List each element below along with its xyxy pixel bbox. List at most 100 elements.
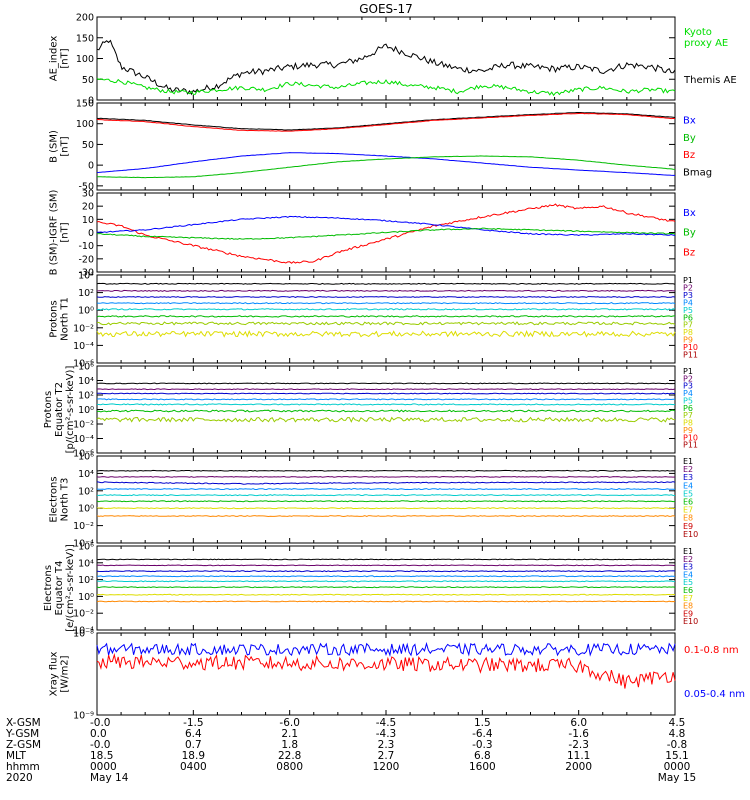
y-tick-label: 20	[82, 202, 94, 213]
footer-value: -2.3	[568, 739, 589, 751]
series-line-pt2-3	[96, 392, 676, 395]
series-line-bsm-1	[96, 112, 676, 131]
y-tick-label: 10⁻⁴	[73, 626, 94, 637]
footer-value: 0000	[664, 761, 691, 773]
panel-bdiff: -30 -20 -10 0 10 20 30 B (SM)-IGRF (SM) [nT] Bx By…	[49, 189, 696, 279]
series-line-bsm-2	[96, 112, 676, 132]
footer-value: 1.8	[281, 739, 298, 751]
legend-entry: P9	[683, 426, 693, 435]
y-tick-label: 10⁰	[78, 504, 94, 515]
legend-entry: Kyoto	[684, 27, 712, 38]
y-axis-label: [p/(cm²-s-sr-keV)]	[65, 366, 76, 454]
legend-entry: E4	[683, 570, 693, 579]
legend-entry: E5	[683, 489, 693, 498]
panel-frame	[96, 365, 676, 454]
y-tick-label: 0	[88, 96, 94, 107]
legend-entry: P1	[683, 276, 693, 285]
legend-entry: E4	[683, 481, 693, 490]
series-line-pt1-3	[96, 296, 676, 298]
series-line-et4-1	[96, 558, 676, 561]
footer-value: 15.1	[665, 750, 688, 762]
panel-pt2: 10⁻⁶ 10⁻⁴ 10⁻² 10⁰ 10² 10⁴ 10⁶ Protons Equator T…	[43, 362, 698, 460]
legend-entry: By	[683, 133, 696, 144]
series-line-pt1-2	[96, 289, 676, 292]
series-line-et4-2	[96, 564, 676, 567]
footer-value: 2.3	[378, 739, 395, 751]
y-tick-label: 50	[82, 75, 94, 86]
series-line-pt1-5	[96, 308, 676, 311]
series-line-pt2-1	[96, 382, 676, 385]
series-line-pt2-6	[96, 409, 676, 413]
series-line-pt1-8	[96, 330, 676, 338]
footer-row-label: 2020	[6, 772, 33, 784]
series-line-pt2-5	[96, 403, 676, 406]
panel-frame	[96, 274, 676, 364]
legend-entry: P3	[683, 382, 693, 391]
series-line-bdiff-2	[97, 215, 676, 237]
legend-entry: E2	[683, 465, 693, 474]
y-tick-label: 10⁻²	[73, 609, 94, 620]
panel-frame	[96, 455, 676, 544]
footer-value: 2.7	[378, 750, 395, 762]
footer-value: -0.0	[90, 739, 111, 751]
y-tick-label: 10⁶	[78, 452, 94, 463]
legend-entry: By	[683, 228, 696, 239]
footer-value: 0400	[180, 761, 207, 773]
footer-row-label: MLT	[6, 750, 26, 762]
y-tick-label: 10⁴	[78, 376, 94, 387]
footer-value: 0.7	[185, 739, 202, 751]
y-tick-label: 10⁰	[78, 405, 94, 416]
y-tick-label: 10⁴	[78, 271, 94, 282]
footer-value: 1.5	[474, 717, 491, 729]
footer-value: -6.0	[279, 717, 300, 729]
legend-entry: 0.1-0.8 nm	[684, 645, 739, 656]
legend-entry: E8	[683, 602, 693, 611]
series-line-et4-6	[96, 586, 676, 589]
panel-pt1: 10⁻⁶ 10⁻⁴ 10⁻² 10⁰ 10² 10⁴ Protons North T1 P1P2…	[49, 271, 699, 370]
y-axis-label: Equator T2	[54, 382, 65, 437]
y-tick-label: -30	[78, 268, 94, 279]
y-tick-label: 50	[82, 140, 94, 151]
series-line-pt2-2	[96, 388, 676, 391]
footer-value: -4.5	[376, 717, 397, 729]
series-line-pt2-4	[96, 398, 676, 401]
footer-value: 0.0	[90, 728, 107, 740]
legend-entry: P4	[683, 298, 693, 307]
footer-value: May 15	[658, 772, 696, 784]
footer-value: 6.4	[185, 728, 202, 740]
legend-entry: P5	[683, 306, 693, 315]
y-tick-label: 10⁻²	[73, 521, 94, 532]
legend-entry: proxy AE	[684, 38, 728, 49]
legend-entry: P4	[683, 389, 693, 398]
footer-value: 0000	[90, 761, 117, 773]
series-line-et3-8	[96, 515, 676, 518]
y-axis-label: Protons	[49, 300, 60, 337]
footer-value: 2.1	[281, 728, 298, 740]
y-tick-label: 10⁰	[78, 306, 94, 317]
legend-entry: P7	[683, 321, 693, 330]
series-line-pt1-1	[96, 282, 676, 285]
legend-entry: Bx	[683, 208, 696, 219]
series-line-et3-1	[96, 469, 676, 472]
legend-entry: E10	[683, 530, 698, 539]
series-line-xray-1	[96, 641, 676, 658]
legend-entry: Bx	[683, 115, 696, 126]
legend-entry: P10	[683, 433, 698, 442]
legend-entry: P2	[683, 283, 693, 292]
legend-entry: E3	[683, 563, 693, 572]
footer-value: -4.3	[376, 728, 397, 740]
legend-entry: E3	[683, 473, 693, 482]
footer-row-label: X-GSM	[6, 717, 41, 729]
legend-entry: P5	[683, 396, 693, 405]
legend-entry: E7	[683, 506, 693, 515]
legend-entry: E9	[683, 522, 693, 531]
footer-value: 1600	[469, 761, 496, 773]
legend-entry: E2	[683, 555, 693, 564]
legend-entry: E10	[683, 617, 698, 626]
y-tick-label: 10⁻⁴	[73, 341, 94, 352]
y-tick-label: 10⁶	[78, 362, 94, 373]
legend-entry: P10	[683, 343, 698, 352]
legend-entry: Bz	[683, 247, 695, 258]
series-line-xray-2	[96, 652, 676, 689]
